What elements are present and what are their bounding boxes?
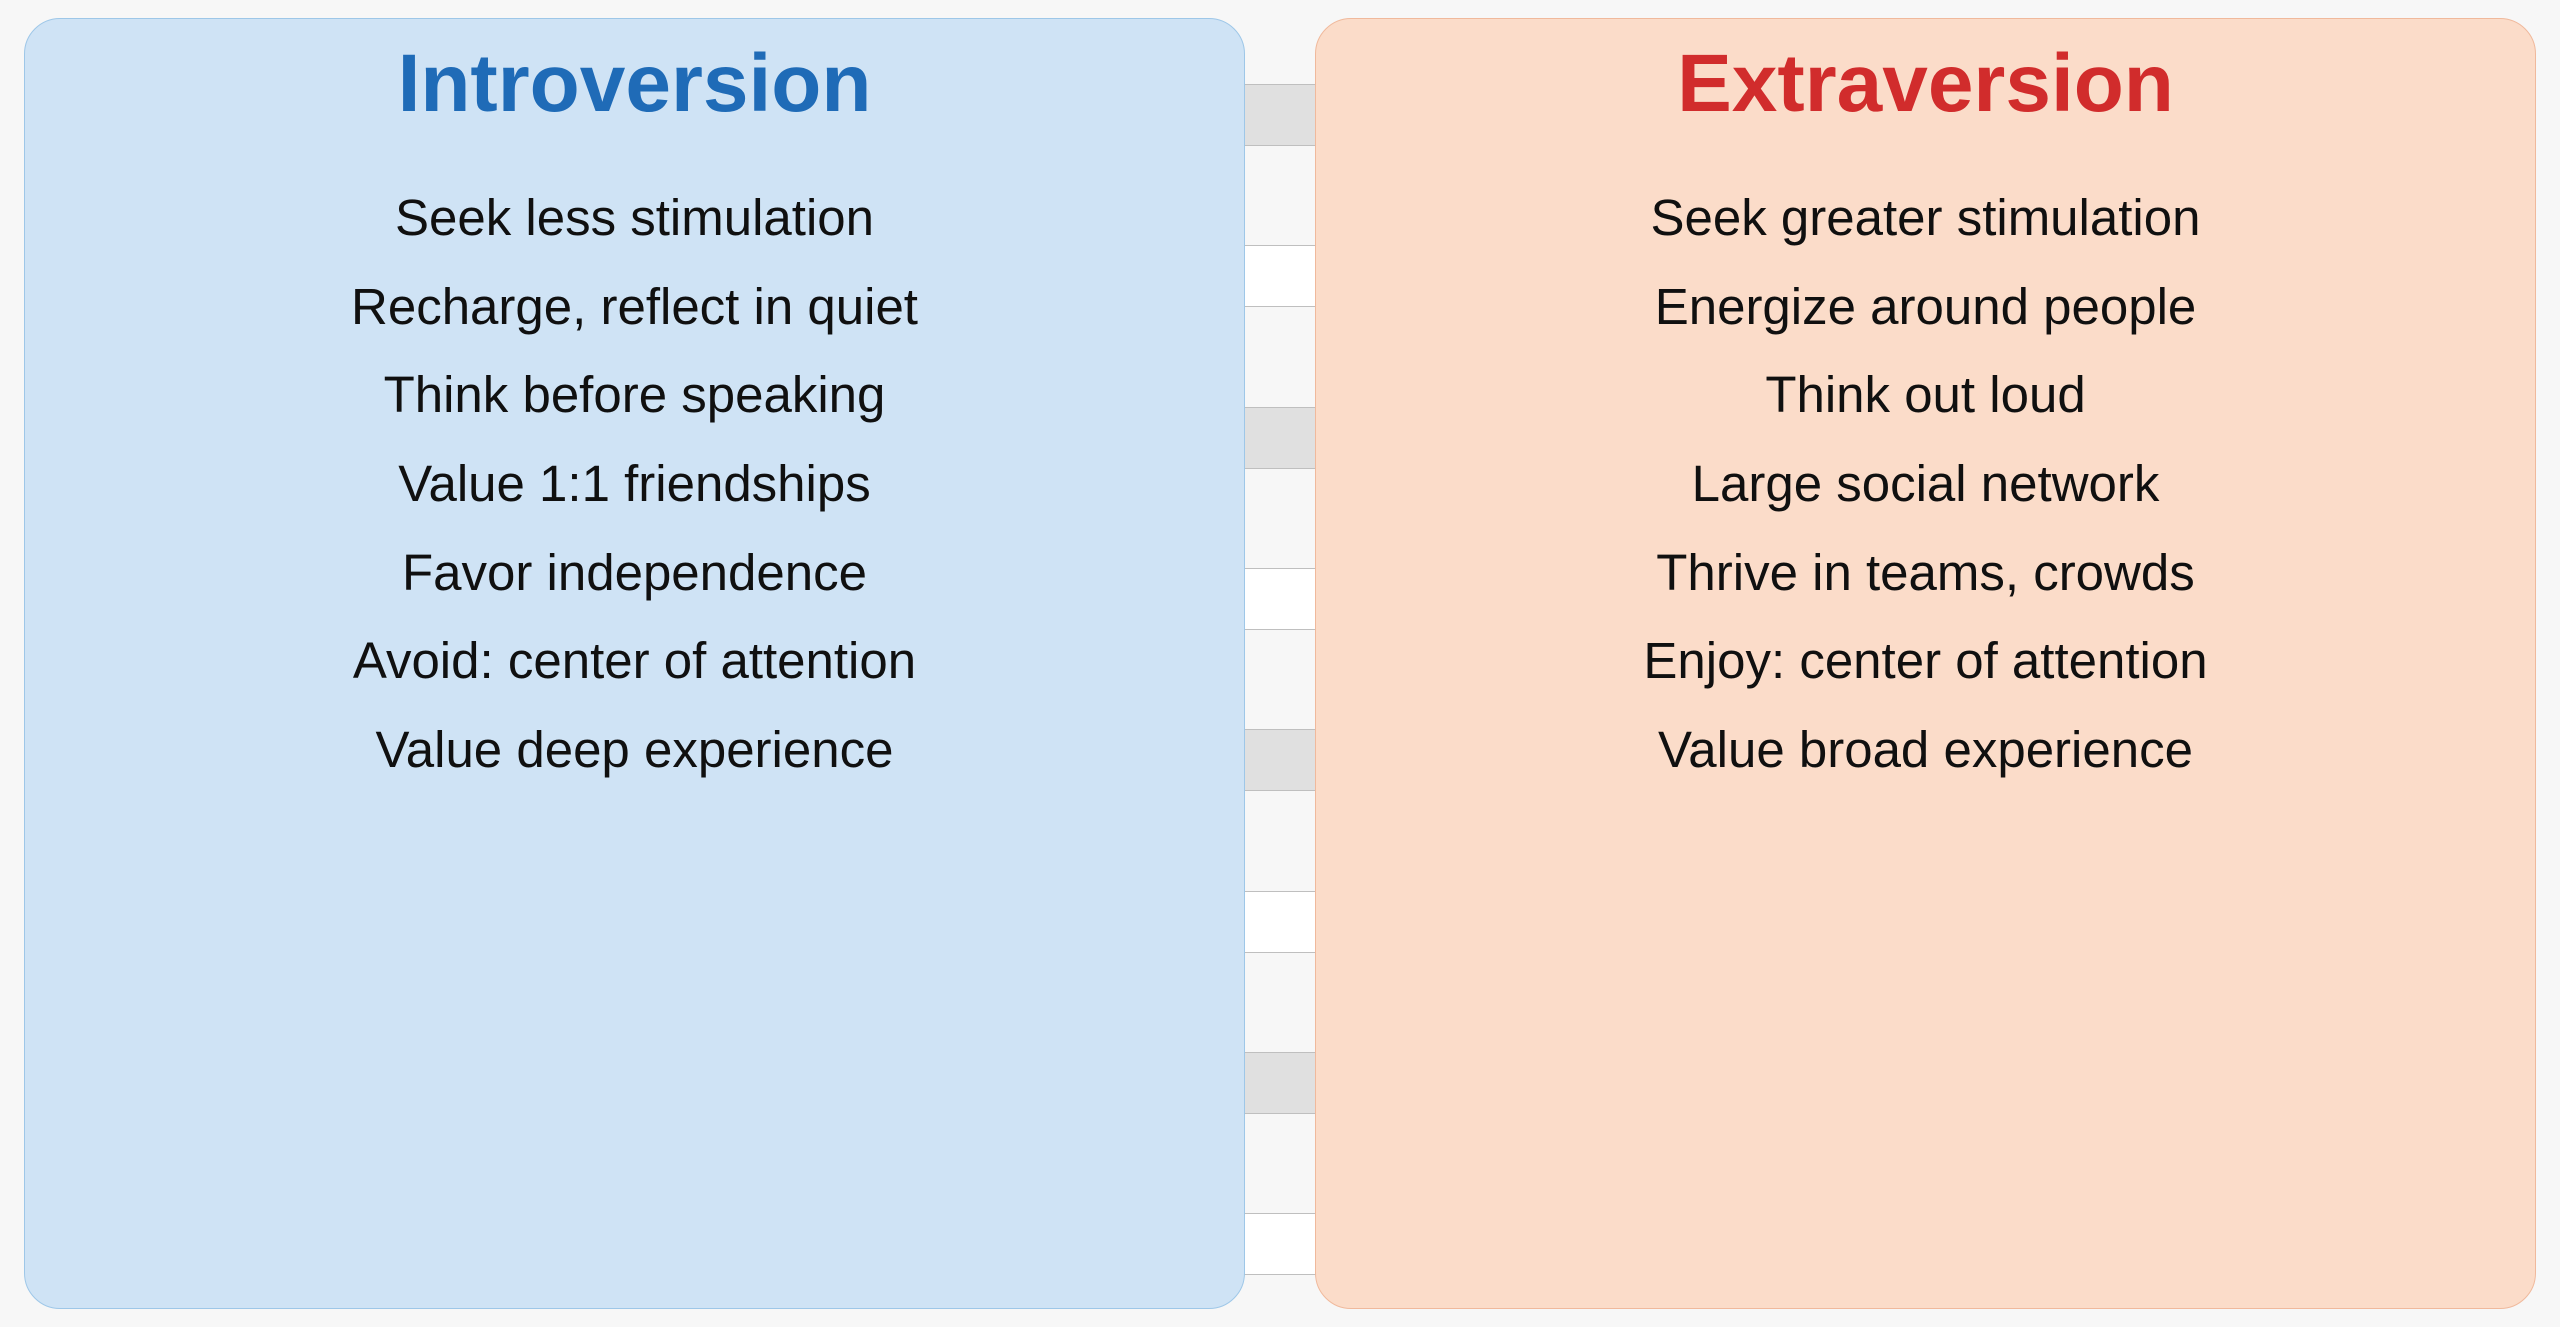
- connector-bar: [1235, 729, 1325, 791]
- introversion-item: Recharge, reflect in quiet: [351, 278, 918, 337]
- extraversion-item: Large social network: [1643, 455, 2207, 514]
- extraversion-item: Thrive in teams, crowds: [1643, 544, 2207, 603]
- comparison-wrapper: Introversion Seek less stimulation Rechar…: [0, 0, 2560, 1327]
- extraversion-item: Seek greater stimulation: [1643, 189, 2207, 248]
- introversion-item: Avoid: center of attention: [351, 632, 918, 691]
- introversion-items: Seek less stimulation Recharge, reflect i…: [351, 159, 918, 809]
- connector-spacer: [1245, 18, 1315, 1309]
- introversion-item: Value deep experience: [351, 721, 918, 780]
- extraversion-title: Extraversion: [1677, 39, 2174, 129]
- introversion-panel: Introversion Seek less stimulation Rechar…: [24, 18, 1245, 1309]
- introversion-item: Seek less stimulation: [351, 189, 918, 248]
- connector-bar: [1235, 84, 1325, 146]
- extraversion-item: Energize around people: [1643, 278, 2207, 337]
- introversion-title: Introversion: [398, 39, 872, 129]
- connector-bar: [1235, 245, 1325, 307]
- introversion-item: Favor independence: [351, 544, 918, 603]
- extraversion-item: Enjoy: center of attention: [1643, 632, 2207, 691]
- connector-bar: [1235, 568, 1325, 630]
- connector-bar: [1235, 1213, 1325, 1275]
- connector-bar: [1235, 407, 1325, 469]
- introversion-item: Value 1:1 friendships: [351, 455, 918, 514]
- extraversion-panel: Extraversion Seek greater stimulation Ene…: [1315, 18, 2536, 1309]
- connector-bar: [1235, 891, 1325, 953]
- extraversion-items: Seek greater stimulation Energize around …: [1643, 159, 2207, 809]
- introversion-item: Think before speaking: [351, 366, 918, 425]
- extraversion-item: Think out loud: [1643, 366, 2207, 425]
- connector-bar: [1235, 1052, 1325, 1114]
- extraversion-item: Value broad experience: [1643, 721, 2207, 780]
